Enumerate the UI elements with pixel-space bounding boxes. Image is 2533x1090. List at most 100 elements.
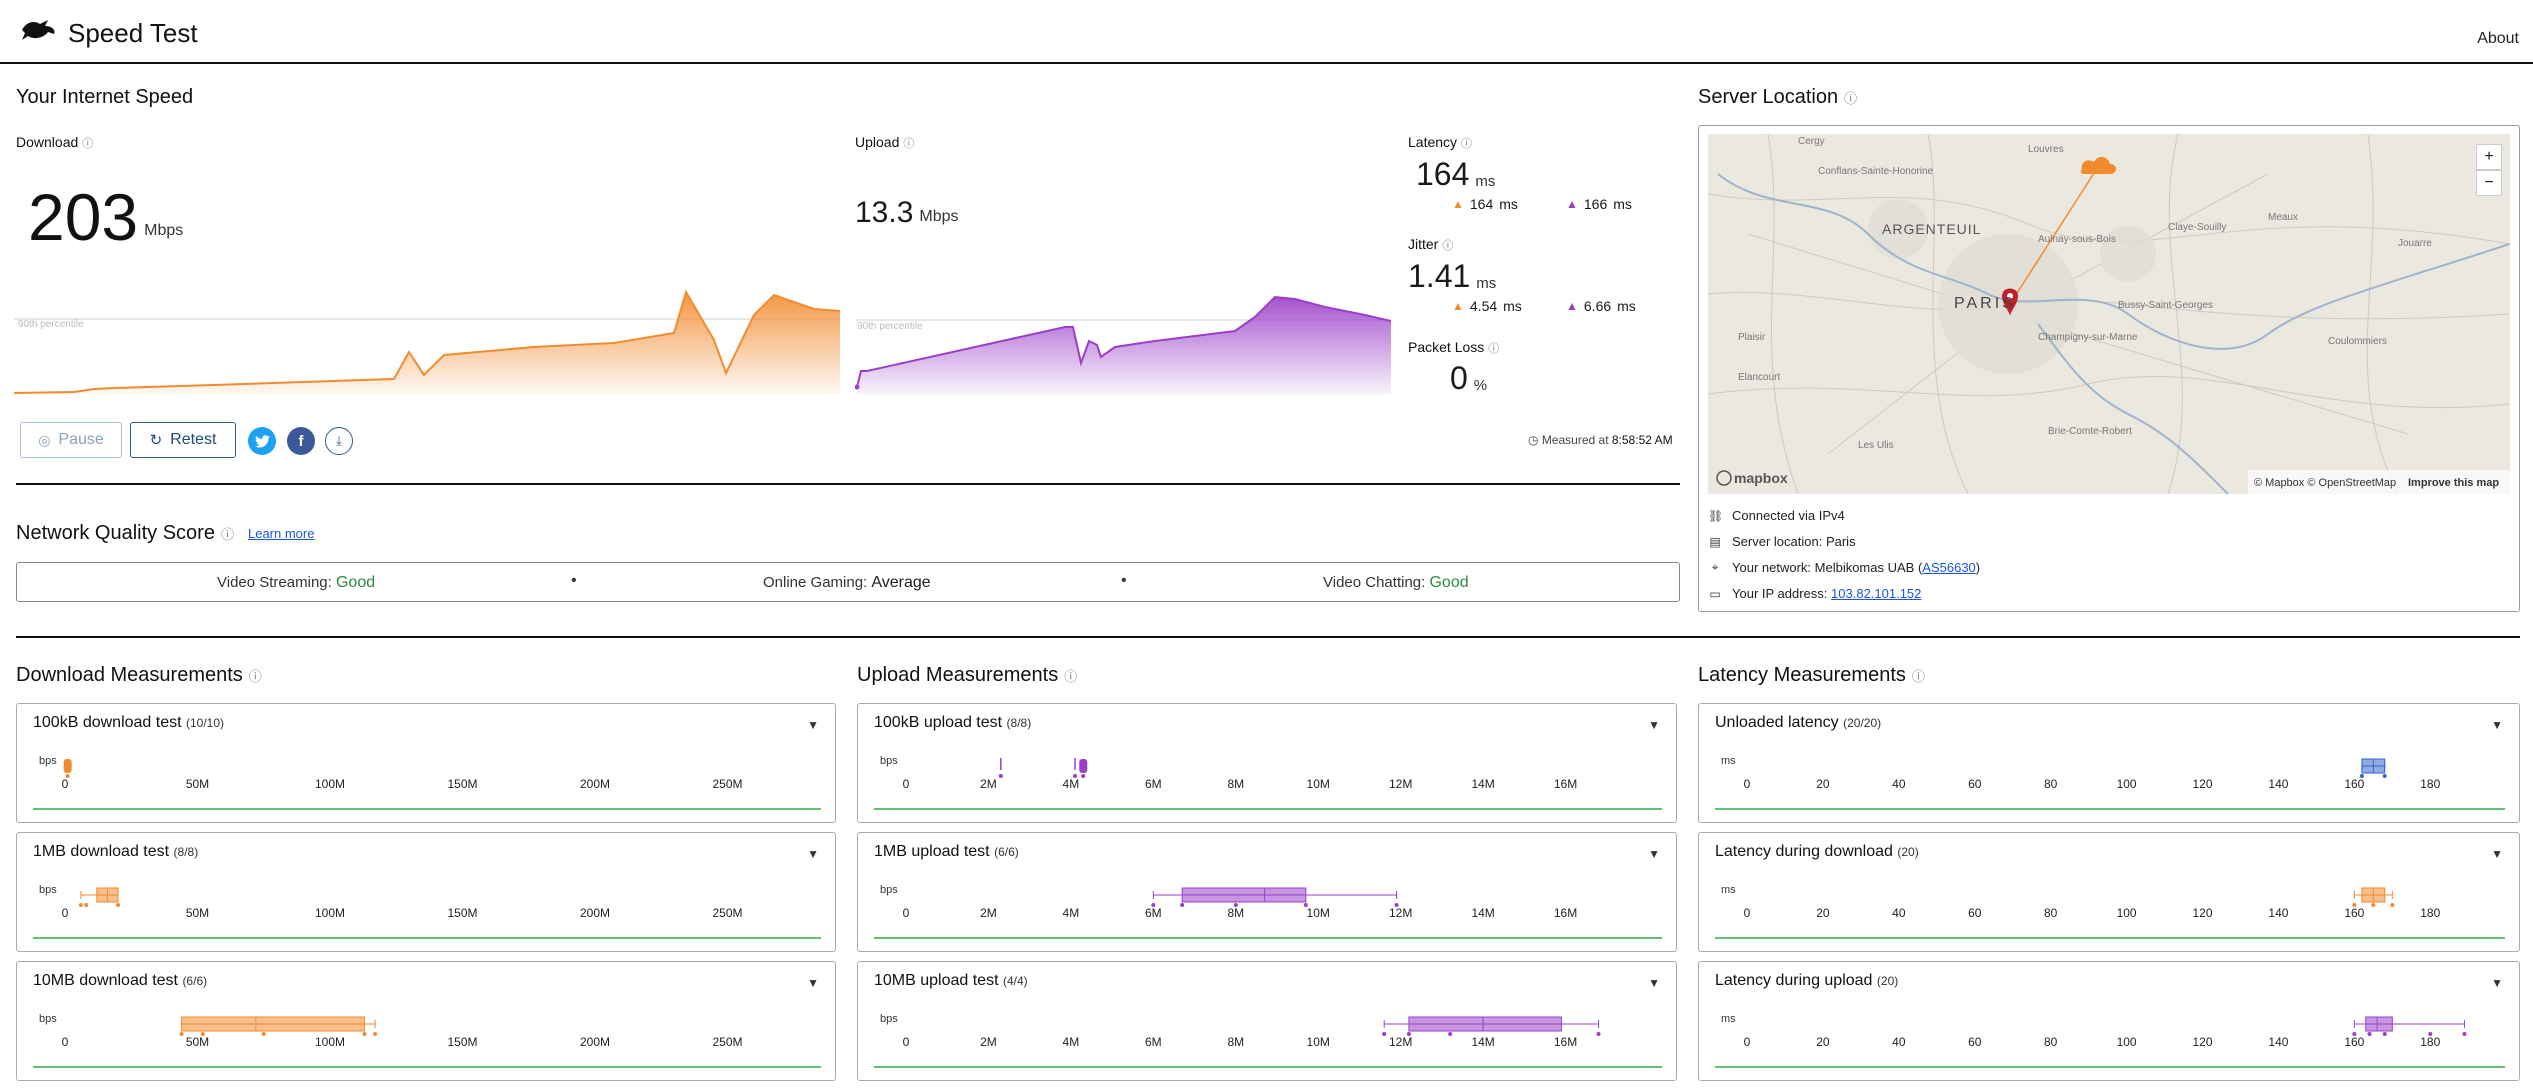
chevron-down-icon[interactable]: ▼ xyxy=(2491,718,2503,732)
facebook-share-button[interactable]: f xyxy=(287,427,315,455)
download-test-card[interactable]: 1MB download test (8/8) ▼ bps 0 50M 100M 150… xyxy=(16,832,836,952)
quality-video-chatting: Video Chatting: Good xyxy=(1323,574,1469,591)
jitter-unit: ms xyxy=(1476,275,1497,292)
box xyxy=(2365,1016,2393,1032)
axis-tick-label: 120 xyxy=(2192,1035,2212,1049)
axis-tick-label: 250M xyxy=(712,906,742,920)
chevron-down-icon[interactable]: ▼ xyxy=(807,718,819,732)
info-icon[interactable]: ⓘ xyxy=(248,669,262,684)
latency-upload: ▲ 166 ms xyxy=(1566,196,1632,212)
axis-tick-label: 250M xyxy=(712,1035,742,1049)
axis-tick-label: 0 xyxy=(903,906,910,920)
upload-value-group: 13.3 Mbps xyxy=(855,198,959,228)
latency-test-card[interactable]: Unloaded latency (20/20) ▼ ms 0 20 40 60 80 10… xyxy=(1698,703,2520,823)
info-icon[interactable]: ⓘ xyxy=(1461,138,1473,150)
packet-loss-unit: % xyxy=(1473,377,1488,394)
upload-test-card[interactable]: 1MB upload test (6/6) ▼ bps 0 2M 4M 6M 8M 10M 1… xyxy=(857,832,1677,952)
zoom-in-button[interactable]: + xyxy=(2476,144,2502,170)
axis-tick-label: 150M xyxy=(447,906,477,920)
latency-test-card[interactable]: Latency during upload (20) ▼ ms 0 20 40 60 80… xyxy=(1698,961,2520,1081)
download-test-card[interactable]: 100kB download test (10/10) ▼ bps 0 50M 100… xyxy=(16,703,836,823)
chevron-down-icon[interactable]: ▼ xyxy=(1648,847,1660,861)
jitter-download: ▲ 4.54 ms xyxy=(1452,298,1522,314)
quality-video-streaming: Video Streaming: Good xyxy=(217,574,376,591)
axis-tick-label: 0 xyxy=(1744,1035,1751,1049)
chevron-down-icon[interactable]: ▼ xyxy=(1648,976,1660,990)
zoom-out-button[interactable]: − xyxy=(2476,170,2502,196)
axis-tick-label: 16M xyxy=(1554,777,1577,791)
info-icon[interactable]: ⓘ xyxy=(1844,91,1858,106)
data-point xyxy=(2352,1032,2357,1036)
info-icon[interactable]: ⓘ xyxy=(220,527,234,542)
pause-button[interactable]: ◎ Pause xyxy=(20,422,122,458)
axis-tick-label: 0 xyxy=(1744,906,1751,920)
axis-tick-label: 12M xyxy=(1389,1035,1412,1049)
axis-tick-label: 100 xyxy=(2117,777,2137,791)
svg-text:Aulnay-sous-Bois: Aulnay-sous-Bois xyxy=(2038,234,2116,245)
axis-tick-label: 8M xyxy=(1227,1035,1244,1049)
info-icon[interactable]: ⓘ xyxy=(1911,669,1925,684)
twitter-share-button[interactable] xyxy=(248,427,276,455)
server-map[interactable]: ARGENTEUIL PARIS Cergy Conflans-Sainte-H… xyxy=(1708,134,2510,494)
axis-tick-label: 200M xyxy=(580,777,610,791)
chevron-down-icon[interactable]: ▼ xyxy=(807,976,819,990)
server-section-title: Server Location ⓘ xyxy=(1698,86,1858,108)
axis-tick-label: 40 xyxy=(1892,1035,1906,1049)
axis-tick-label: 0 xyxy=(62,1035,69,1049)
data-point xyxy=(2462,1032,2467,1036)
data-point xyxy=(2352,903,2357,907)
axis-tick-label: 8M xyxy=(1227,906,1244,920)
pause-icon: ◎ xyxy=(38,431,51,448)
data-point xyxy=(1596,1032,1601,1036)
info-icon[interactable]: ⓘ xyxy=(82,138,94,150)
data-point xyxy=(1073,774,1078,778)
download-boxplot: bps 0 50M 100M 150M 200M 250M xyxy=(33,1013,821,1068)
app-title: Speed Test xyxy=(68,18,198,48)
axis-tick-label: 10M xyxy=(1307,1035,1330,1049)
chevron-down-icon[interactable]: ▼ xyxy=(2491,976,2503,990)
axis-tick-label: 14M xyxy=(1471,1035,1494,1049)
axis-tick-label: 40 xyxy=(1892,777,1906,791)
axis-tick-label: 0 xyxy=(62,906,69,920)
axis-tick-label: 80 xyxy=(2044,777,2058,791)
download-arrow-icon: ⤓ xyxy=(336,433,342,448)
chevron-down-icon[interactable]: ▼ xyxy=(1648,718,1660,732)
latency-test-card[interactable]: Latency during download (20) ▼ ms 0 20 40 60… xyxy=(1698,832,2520,952)
axis-tick-label: 60 xyxy=(1968,1035,1982,1049)
ip-address-link[interactable]: 103.82.101.152 xyxy=(1831,586,1922,601)
svg-text:mapbox: mapbox xyxy=(1734,470,1788,486)
separator-dot: • xyxy=(1121,572,1127,589)
learn-more-link[interactable]: Learn more xyxy=(247,526,315,541)
upload-test-card[interactable]: 10MB upload test (4/4) ▼ bps 0 2M 4M 6M 8M 10M… xyxy=(857,961,1677,1081)
download-test-card[interactable]: 10MB download test (6/6) ▼ bps 0 50M 100M 15… xyxy=(16,961,836,1081)
svg-text:Bussy-Saint-Georges: Bussy-Saint-Georges xyxy=(2118,300,2213,311)
download-results-button[interactable]: ⤓ xyxy=(325,427,353,455)
info-icon[interactable]: ⓘ xyxy=(1064,669,1078,684)
axis-tick-label: 0 xyxy=(903,777,910,791)
chevron-down-icon[interactable]: ▼ xyxy=(807,847,819,861)
asn-link[interactable]: AS56630 xyxy=(1922,560,1976,575)
axis-tick-label: 50M xyxy=(186,777,209,791)
data-point xyxy=(1303,903,1308,907)
svg-text:Improve this map: Improve this map xyxy=(2408,477,2499,489)
box xyxy=(1079,759,1088,773)
retest-button[interactable]: ↻ Retest xyxy=(130,422,236,458)
svg-text:PARIS: PARIS xyxy=(1954,295,2016,312)
packet-loss-value: 0 xyxy=(1450,360,1468,396)
axis-tick-label: 160 xyxy=(2344,1035,2364,1049)
axis-tick-label: 140 xyxy=(2268,906,2288,920)
data-point xyxy=(998,774,1003,778)
svg-text:Louvres: Louvres xyxy=(2028,144,2064,155)
data-point xyxy=(179,1032,184,1036)
network-icon: ⛓ xyxy=(1708,508,1724,523)
packet-loss-value-group: 0 % xyxy=(1450,362,1487,394)
info-icon[interactable]: ⓘ xyxy=(1442,240,1454,252)
svg-text:Jouarre: Jouarre xyxy=(2398,238,2432,249)
axis-tick-label: 2M xyxy=(980,1035,997,1049)
data-point xyxy=(2390,903,2395,907)
about-link[interactable]: About xyxy=(2477,30,2519,47)
info-icon[interactable]: ⓘ xyxy=(1488,343,1500,355)
info-icon[interactable]: ⓘ xyxy=(903,138,915,150)
upload-test-card[interactable]: 100kB upload test (8/8) ▼ bps 0 2M 4M 6M 8M 10… xyxy=(857,703,1677,823)
chevron-down-icon[interactable]: ▼ xyxy=(2491,847,2503,861)
